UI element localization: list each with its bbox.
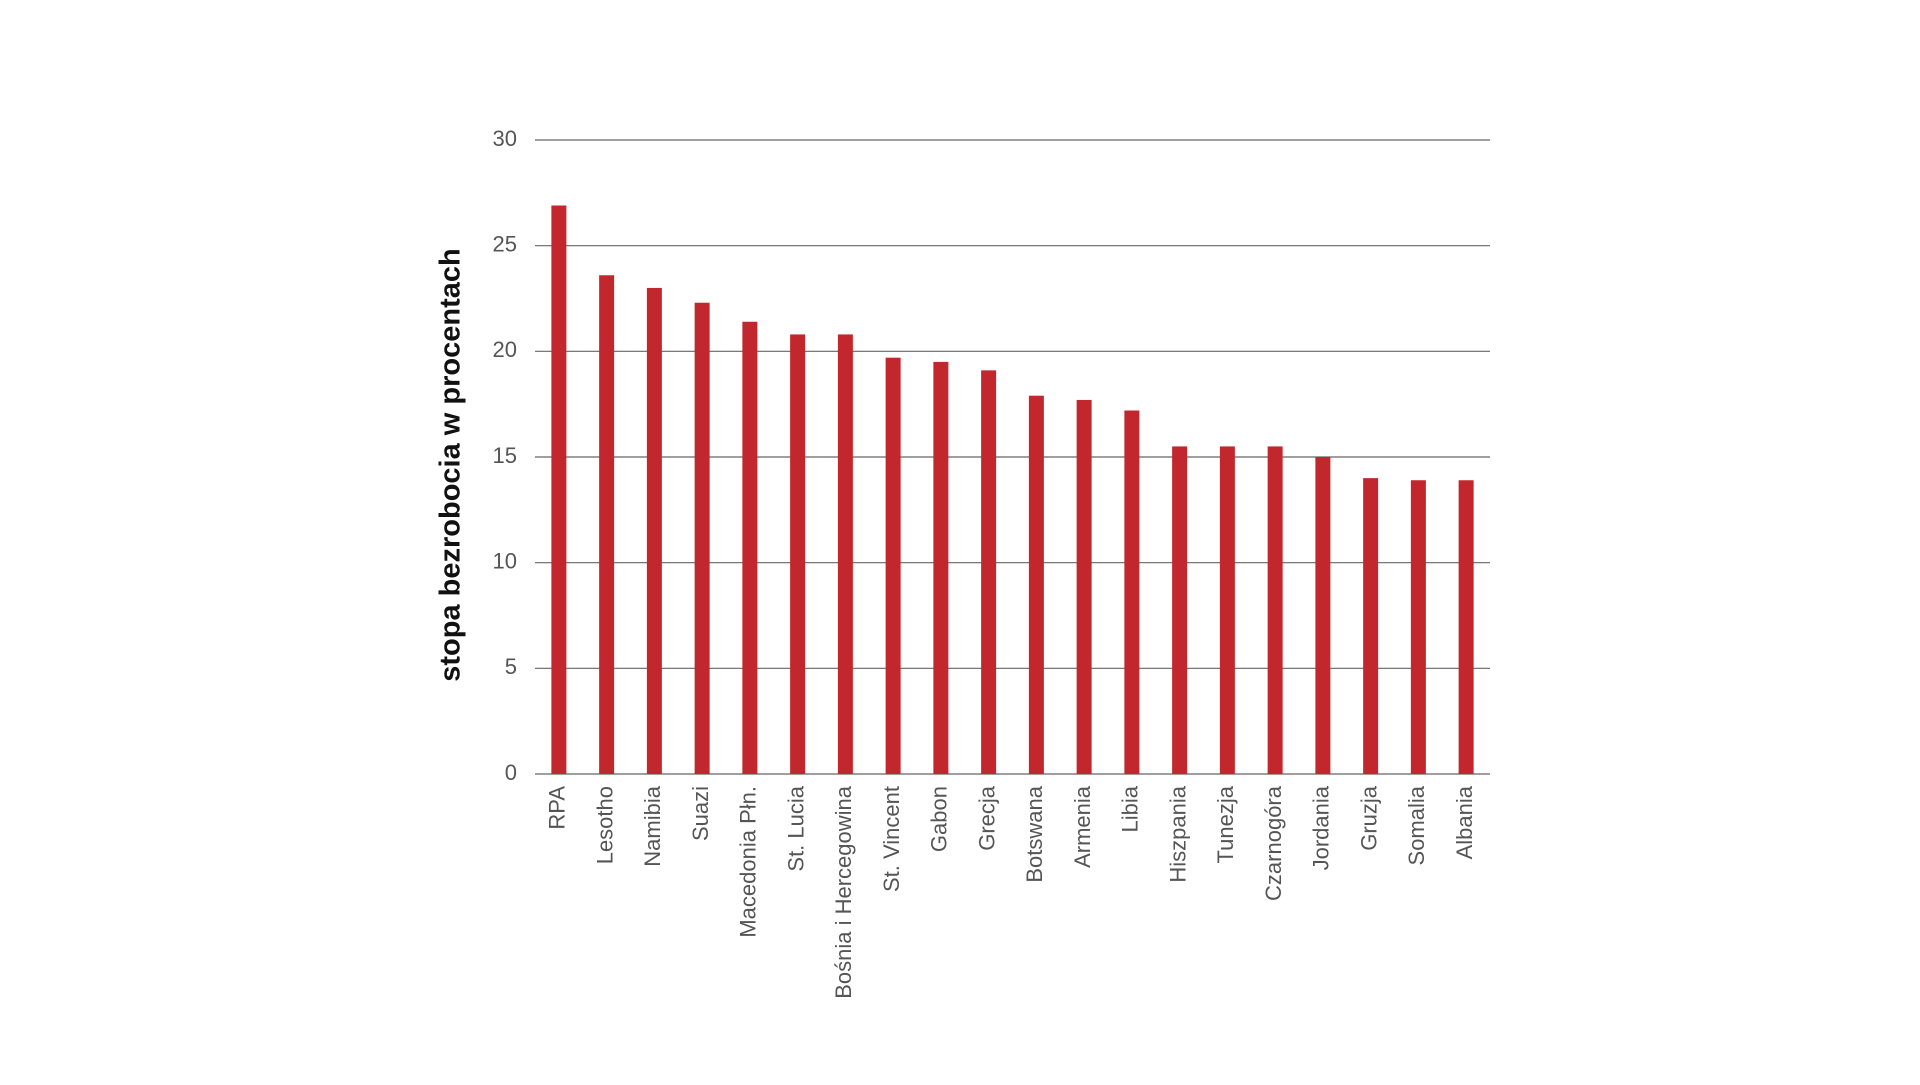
bar [1028,395,1044,774]
bar [1458,480,1474,774]
bar [885,357,901,774]
y-tick-label: 25 [493,231,517,256]
bar [646,287,662,774]
bar [1363,478,1379,774]
x-tick-label: Gabon [927,786,952,852]
bar [694,302,710,774]
bar [981,370,997,774]
bar [599,275,615,774]
x-tick-label: Lesotho [592,786,617,864]
y-tick-label: 15 [493,443,517,468]
x-tick-label: Albania [1452,785,1477,859]
y-tick-label: 30 [493,126,517,151]
bar [1219,446,1235,774]
x-tick-label: Macedonia Płn. [736,786,761,938]
y-tick-label: 20 [493,337,517,362]
bar [551,205,567,775]
y-tick-label: 5 [505,654,517,679]
x-tick-label: St. Vincent [879,786,904,892]
bar [1076,399,1092,774]
x-tick-label: Tunezja [1213,785,1238,863]
x-tick-label: Bośnia i Hercegowina [831,785,856,999]
x-tick-label: Gruzja [1356,785,1381,851]
x-tick-label: St. Lucia [783,785,808,871]
x-tick-label: Suazi [688,786,713,841]
bar [742,321,758,774]
bar [1315,457,1331,774]
y-tick-label: 0 [505,760,517,785]
y-axis-label: stopa bezrobocia w procentach [435,248,467,681]
x-tick-label: Grecja [974,785,999,851]
bar [1172,446,1188,774]
bar [933,361,949,774]
y-tick-label: 10 [493,548,517,573]
x-tick-label: Hiszpania [1165,785,1190,882]
x-tick-label: Armenia [1070,785,1095,868]
x-tick-label: Somalia [1404,785,1429,865]
bar [790,334,806,774]
x-tick-label: Namibia [640,785,665,866]
bar [1267,446,1283,774]
x-tick-label: Libia [1118,785,1143,832]
x-tick-label: RPA [545,786,570,830]
x-tick-label: Jordania [1309,785,1334,870]
bar [837,334,853,774]
bar [1410,480,1426,774]
x-tick-label: Botswana [1022,785,1047,882]
bar [1124,410,1140,774]
x-tick-label: Czarnogóra [1261,785,1286,901]
